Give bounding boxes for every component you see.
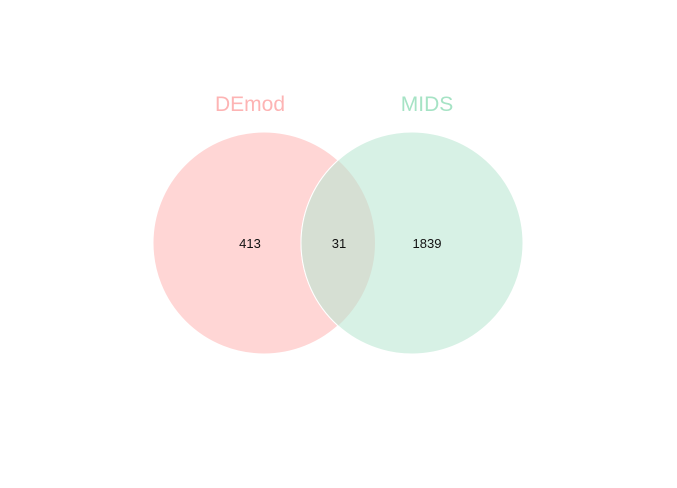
count-mids-only: 1839	[413, 236, 442, 251]
set-label-demod: DEmod	[215, 93, 285, 116]
count-intersection: 31	[332, 236, 346, 251]
set-label-mids: MIDS	[401, 93, 454, 116]
intersection-region	[300, 132, 375, 354]
count-demod-only: 413	[239, 236, 261, 251]
